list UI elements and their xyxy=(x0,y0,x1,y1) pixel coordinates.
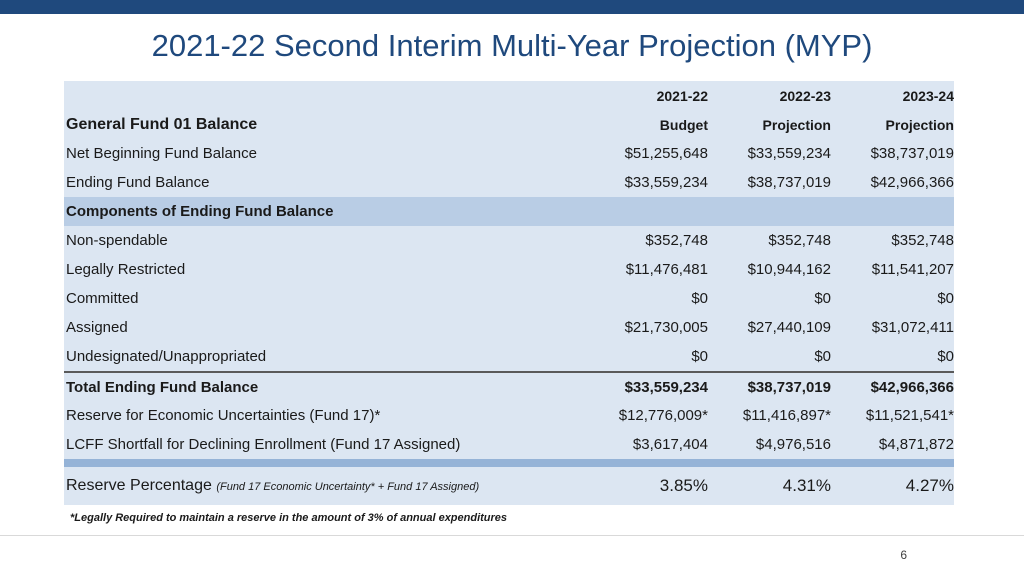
cell: $31,072,411 xyxy=(871,319,954,336)
row-label: LCFF Shortfall for Declining Enrollment … xyxy=(66,436,461,453)
cell: $51,255,648 xyxy=(624,145,708,162)
page-number: 6 xyxy=(900,548,907,562)
cell: $11,476,481 xyxy=(625,261,708,278)
row-label: Non-spendable xyxy=(66,232,168,249)
cell: $11,521,541* xyxy=(865,407,954,424)
cell: $10,944,162 xyxy=(747,261,831,278)
cell: $33,559,234 xyxy=(624,378,708,396)
row-label: Total Ending Fund Balance xyxy=(66,378,259,396)
row-label: Reserve Percentage (Fund 17 Economic Unc… xyxy=(64,477,587,495)
table-row: Committed $0 $0 $0 xyxy=(64,284,954,313)
separator-band xyxy=(64,459,954,467)
components-section-header: Components of Ending Fund Balance xyxy=(64,197,954,226)
reserve-percentage-label: Reserve Percentage xyxy=(66,477,212,494)
row-label: Undesignated/Unappropriated xyxy=(66,348,267,365)
cell: $352,748 xyxy=(768,232,831,249)
footnote: *Legally Required to maintain a reserve … xyxy=(70,512,508,524)
type-header: Projection xyxy=(762,116,831,133)
reserve-percentage-note: (Fund 17 Economic Uncertainty* + Fund 17… xyxy=(216,481,480,493)
bottom-divider xyxy=(0,535,1024,536)
slide-title: 2021-22 Second Interim Multi-Year Projec… xyxy=(151,28,873,63)
cell: $38,737,019 xyxy=(747,174,831,191)
cell: $27,440,109 xyxy=(747,319,831,336)
year-header: 2023-24 xyxy=(902,87,954,104)
cell: $33,559,234 xyxy=(624,174,708,191)
type-header-row: General Fund 01 Balance Budget Projectio… xyxy=(64,110,954,139)
cell: $38,737,019 xyxy=(870,145,954,162)
row-label: Committed xyxy=(66,290,139,307)
general-fund-label: General Fund 01 Balance xyxy=(66,115,258,133)
cell: $352,748 xyxy=(645,232,708,249)
row-label: Ending Fund Balance xyxy=(66,174,210,191)
row-label: Reserve for Economic Uncertainties (Fund… xyxy=(66,407,381,424)
cell: $0 xyxy=(937,290,954,307)
table-row: Non-spendable $352,748 $352,748 $352,748 xyxy=(64,226,954,255)
table-row: LCFF Shortfall for Declining Enrollment … xyxy=(64,430,954,459)
cell: 4.27% xyxy=(905,476,954,495)
row-label: Assigned xyxy=(66,319,128,336)
table-row: Assigned $21,730,005 $27,440,109 $31,072… xyxy=(64,313,954,342)
cell: $3,617,404 xyxy=(632,436,708,453)
year-header: 2022-23 xyxy=(779,87,831,104)
cell: $0 xyxy=(691,348,708,365)
row-label: Legally Restricted xyxy=(66,261,186,278)
cell: $4,976,516 xyxy=(755,436,831,453)
cell: 3.85% xyxy=(659,476,708,495)
year-header-row: 2021-22 2022-23 2023-24 xyxy=(64,81,954,110)
row-label: Net Beginning Fund Balance xyxy=(66,145,257,162)
table-row: Legally Restricted $11,476,481 $10,944,1… xyxy=(64,255,954,284)
cell: $42,966,366 xyxy=(870,378,954,396)
cell: $12,776,009* xyxy=(618,407,708,424)
type-header: Budget xyxy=(659,116,708,133)
cell: $4,871,872 xyxy=(878,436,954,453)
cell: $11,541,207 xyxy=(871,261,954,278)
cell: $42,966,366 xyxy=(870,174,954,191)
cell: 4.31% xyxy=(782,476,831,495)
table-row: Reserve for Economic Uncertainties (Fund… xyxy=(64,401,954,430)
cell: $0 xyxy=(691,290,708,307)
total-row: Total Ending Fund Balance $33,559,234 $3… xyxy=(64,371,954,401)
myp-table: 2021-22 2022-23 2023-24 General Fund 01 … xyxy=(64,81,954,505)
table-row: Ending Fund Balance $33,559,234 $38,737,… xyxy=(64,168,954,197)
cell: $352,748 xyxy=(891,232,954,249)
cell: $11,416,897* xyxy=(742,407,831,424)
section-label: Components of Ending Fund Balance xyxy=(66,203,334,220)
top-accent-bar xyxy=(0,0,1024,14)
year-header: 2021-22 xyxy=(656,87,708,104)
cell: $0 xyxy=(814,290,831,307)
cell: $21,730,005 xyxy=(624,319,708,336)
type-header: Projection xyxy=(885,116,954,133)
reserve-percentage-row: Reserve Percentage (Fund 17 Economic Unc… xyxy=(64,467,954,505)
cell: $0 xyxy=(814,348,831,365)
table-row: Undesignated/Unappropriated $0 $0 $0 xyxy=(64,342,954,371)
cell: $33,559,234 xyxy=(747,145,831,162)
cell: $0 xyxy=(937,348,954,365)
table-row: Net Beginning Fund Balance $51,255,648 $… xyxy=(64,139,954,168)
cell: $38,737,019 xyxy=(747,378,831,396)
